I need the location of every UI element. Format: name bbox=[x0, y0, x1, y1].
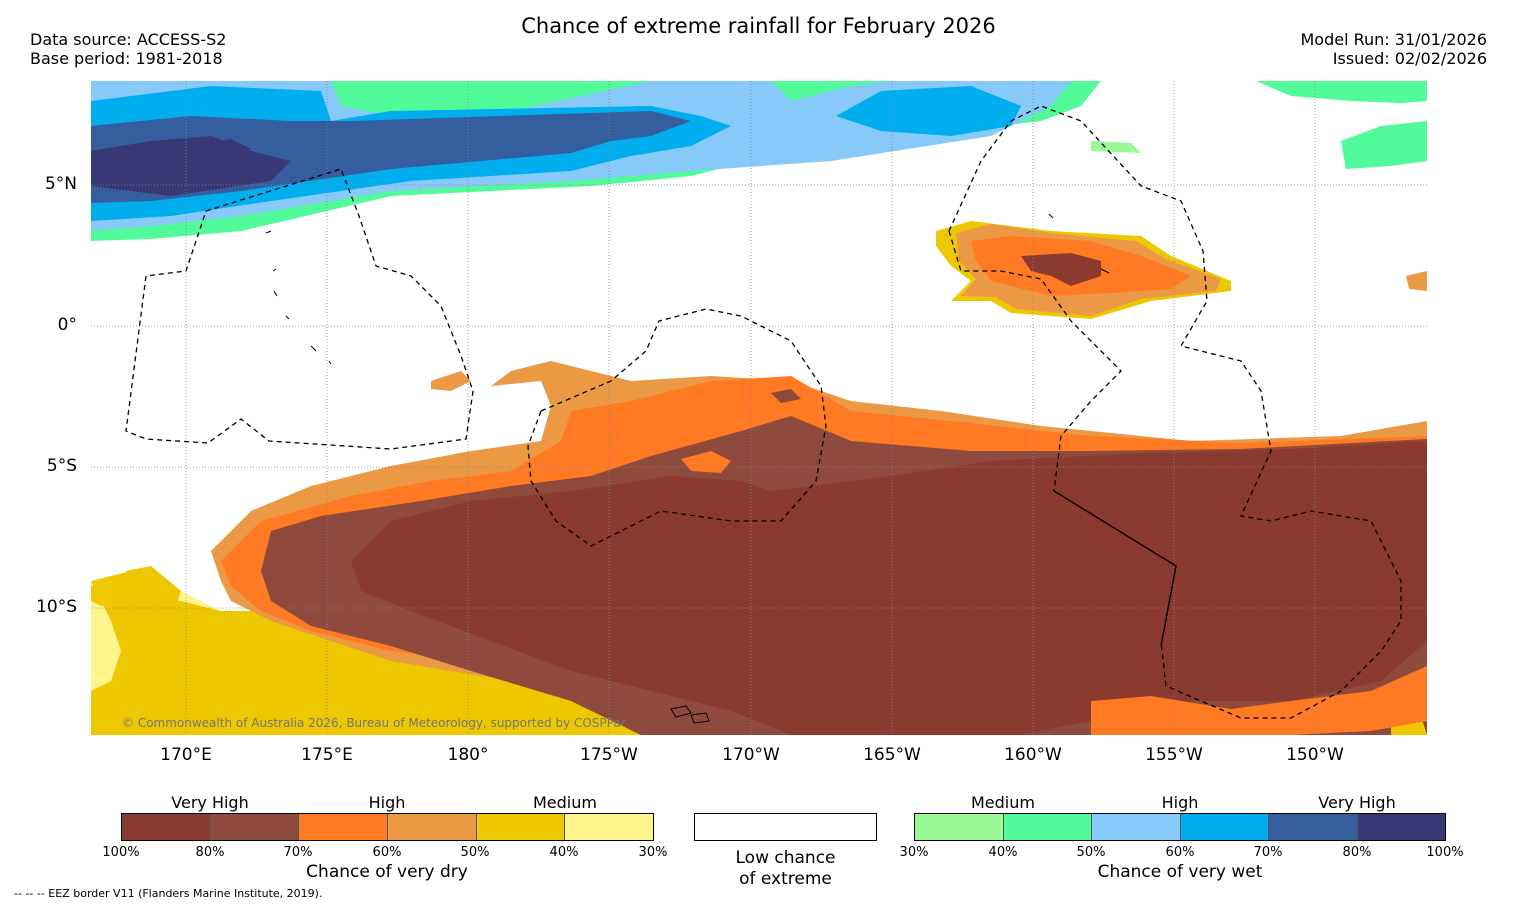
island-samoa bbox=[670, 705, 710, 724]
legend-neutral-line2: of extreme bbox=[739, 869, 832, 889]
rainfall-map bbox=[91, 81, 1427, 735]
swatch-dry-40-30 bbox=[565, 814, 654, 840]
swatch-wet-80-100 bbox=[1357, 814, 1445, 840]
islands bbox=[265, 213, 1110, 724]
swatch-low-chance bbox=[694, 813, 877, 841]
dry-zone-east-small bbox=[1406, 271, 1427, 291]
legend-category: Very High bbox=[1318, 793, 1396, 812]
dry-patch-north bbox=[936, 221, 1427, 319]
legend-dry-colorbar bbox=[121, 813, 654, 841]
eez-footnote: -- -- -- EEZ border V11 (Flanders Marine… bbox=[14, 887, 323, 900]
dry-zone-70-60-southeast bbox=[1091, 666, 1427, 735]
lon-tick: 180° bbox=[447, 745, 489, 765]
lon-tick: 170°W bbox=[722, 745, 780, 765]
legend-tick: 40% bbox=[988, 845, 1018, 860]
dry-zone-50-40-west2 bbox=[126, 566, 181, 606]
legend-category: High bbox=[1161, 793, 1199, 812]
data-source: Data source: ACCESS-S2 bbox=[30, 30, 227, 49]
lon-tick: 160°W bbox=[1004, 745, 1062, 765]
model-run: Model Run: 31/01/2026 bbox=[1300, 30, 1488, 49]
dry-zone-100-80-south bbox=[351, 441, 1427, 735]
legend-neutral-label: Low chance of extreme bbox=[694, 848, 877, 890]
lon-tick: 165°W bbox=[863, 745, 921, 765]
wet-zone-40-50-east2 bbox=[1341, 121, 1427, 169]
legend-dry-title: Chance of very dry bbox=[306, 862, 468, 882]
legend-tick: 60% bbox=[1165, 845, 1195, 860]
lon-tick: 175°E bbox=[301, 745, 353, 765]
lat-tick: 0° bbox=[57, 315, 77, 335]
legend-tick: 40% bbox=[549, 845, 579, 860]
eez-border-tuvalu bbox=[125, 168, 474, 450]
wet-zone-30-40-east bbox=[1091, 141, 1141, 153]
lon-tick: 170°E bbox=[160, 745, 212, 765]
legend-tick: 100% bbox=[102, 845, 140, 860]
eez-border-kiribati-line bbox=[948, 105, 1402, 719]
wet-zone-60-70-east bbox=[836, 86, 1021, 136]
legend-tick: 30% bbox=[899, 845, 929, 860]
swatch-wet-60-70 bbox=[1180, 814, 1269, 840]
legend-tick: 50% bbox=[460, 845, 490, 860]
dry-band-south bbox=[91, 361, 1427, 735]
lon-tick: 155°W bbox=[1145, 745, 1203, 765]
dry-patch-west bbox=[91, 566, 181, 606]
eez-borders bbox=[125, 105, 1402, 719]
dry-zone-60-50-west bbox=[431, 371, 471, 391]
wet-zone-80-100-b bbox=[196, 139, 251, 157]
legend-category: Medium bbox=[971, 793, 1035, 812]
legend-tick: 100% bbox=[1426, 845, 1464, 860]
legend-tick: 60% bbox=[372, 845, 402, 860]
legend-tick: 80% bbox=[195, 845, 225, 860]
legend-tick: 70% bbox=[283, 845, 313, 860]
base-period: Base period: 1981-2018 bbox=[30, 49, 223, 68]
swatch-dry-50-40 bbox=[476, 814, 566, 840]
swatch-wet-30-40 bbox=[915, 814, 1004, 840]
eez-border-kiribati-phoenix bbox=[948, 230, 1122, 492]
dry-zone-80-70-north bbox=[1021, 253, 1101, 286]
lat-tick: 5°N bbox=[44, 174, 77, 194]
legend-neutral-line1: Low chance bbox=[735, 848, 836, 868]
legend-wet-colorbar bbox=[914, 813, 1446, 841]
wet-zone-40-50-east bbox=[1256, 81, 1427, 103]
lon-tick: 150°W bbox=[1286, 745, 1344, 765]
dry-zone-80-70-inner bbox=[771, 389, 801, 403]
legend-category: High bbox=[368, 793, 406, 812]
map-title: Chance of extreme rainfall for February … bbox=[521, 14, 996, 38]
lat-tick: 10°S bbox=[36, 597, 77, 617]
swatch-dry-70-60 bbox=[299, 814, 389, 840]
swatch-dry-60-50 bbox=[388, 814, 477, 840]
legend-category: Very High bbox=[171, 793, 249, 812]
island-cluster-line bbox=[1048, 213, 1110, 274]
data-info: Data source: ACCESS-S2 Base period: 1981… bbox=[30, 30, 226, 68]
legend-wet-title: Chance of very wet bbox=[1097, 862, 1263, 882]
eez-solid-border bbox=[1053, 490, 1177, 647]
issued-date: Issued: 02/02/2026 bbox=[1332, 49, 1487, 68]
legend-category: Medium bbox=[533, 793, 597, 812]
swatch-wet-40-50 bbox=[1003, 814, 1092, 840]
dry-zone-70-60-inner bbox=[681, 451, 731, 473]
swatch-wet-70-80 bbox=[1269, 814, 1358, 840]
swatch-wet-50-60 bbox=[1092, 814, 1181, 840]
lon-tick: 175°W bbox=[580, 745, 638, 765]
run-info: Model Run: 31/01/2026 Issued: 02/02/2026 bbox=[1301, 30, 1488, 68]
wet-band-north bbox=[91, 81, 1427, 241]
map-grid bbox=[91, 81, 1427, 735]
swatch-dry-80-70 bbox=[210, 814, 300, 840]
swatch-dry-100-80 bbox=[122, 814, 211, 840]
dry-zone-50-40-west bbox=[91, 586, 121, 606]
island-cluster-tuvalu bbox=[265, 230, 332, 365]
copyright-notice: © Commonwealth of Australia 2026, Bureau… bbox=[122, 716, 628, 730]
lat-tick: 5°S bbox=[46, 456, 77, 476]
legend-tick: 80% bbox=[1342, 845, 1372, 860]
legend-tick: 70% bbox=[1253, 845, 1283, 860]
legend-tick: 50% bbox=[1076, 845, 1106, 860]
legend-tick: 30% bbox=[638, 845, 668, 860]
eez-border-tokelau bbox=[527, 308, 827, 547]
